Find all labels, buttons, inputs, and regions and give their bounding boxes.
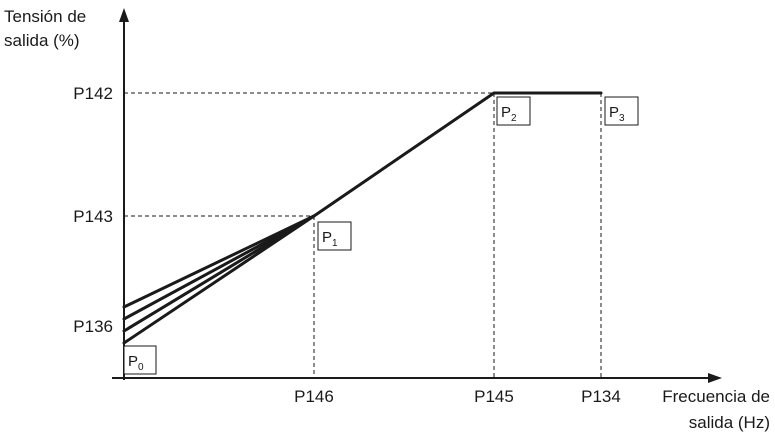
point-p2-text: P2 [501, 104, 517, 124]
y-tick-p136: P136 [73, 317, 113, 336]
y-axis-title-line2: salida (%) [4, 31, 80, 50]
curve-main [312, 91, 603, 218]
curve-boost-4 [122, 214, 316, 345]
curve-boost-1 [122, 214, 316, 309]
x-axis-title-line1: Frecuencia de [662, 387, 770, 406]
guide-lines [124, 92, 602, 378]
curve-boost-3 [122, 214, 316, 333]
y-tick-p143: P143 [73, 207, 113, 226]
point-p0-text: P0 [128, 353, 144, 373]
point-p3-text: P3 [609, 104, 625, 124]
curve-boost-2 [122, 214, 316, 321]
x-axis-arrow [708, 373, 722, 383]
point-p1-text: P1 [322, 229, 338, 249]
y-tick-p142: P142 [73, 84, 113, 103]
point-box-p0 [123, 345, 157, 375]
x-tick-p145: P145 [474, 387, 514, 406]
vf-curves [122, 91, 603, 345]
point-label-p1: P1 [317, 221, 352, 251]
point-box-p2 [496, 96, 531, 126]
x-axis-title-line2: salida (Hz) [689, 413, 770, 432]
point-label-p3: P3 [604, 96, 639, 126]
point-label-p2: P2 [496, 96, 531, 126]
axes [112, 16, 712, 380]
point-box-p1 [317, 221, 352, 251]
point-label-p0: P0 [123, 345, 157, 375]
y-axis-arrow [119, 8, 129, 22]
point-box-p3 [604, 96, 639, 126]
y-axis-title-line1: Tensión de [4, 7, 86, 26]
x-tick-p146: P146 [294, 387, 334, 406]
x-tick-p134: P134 [581, 387, 621, 406]
